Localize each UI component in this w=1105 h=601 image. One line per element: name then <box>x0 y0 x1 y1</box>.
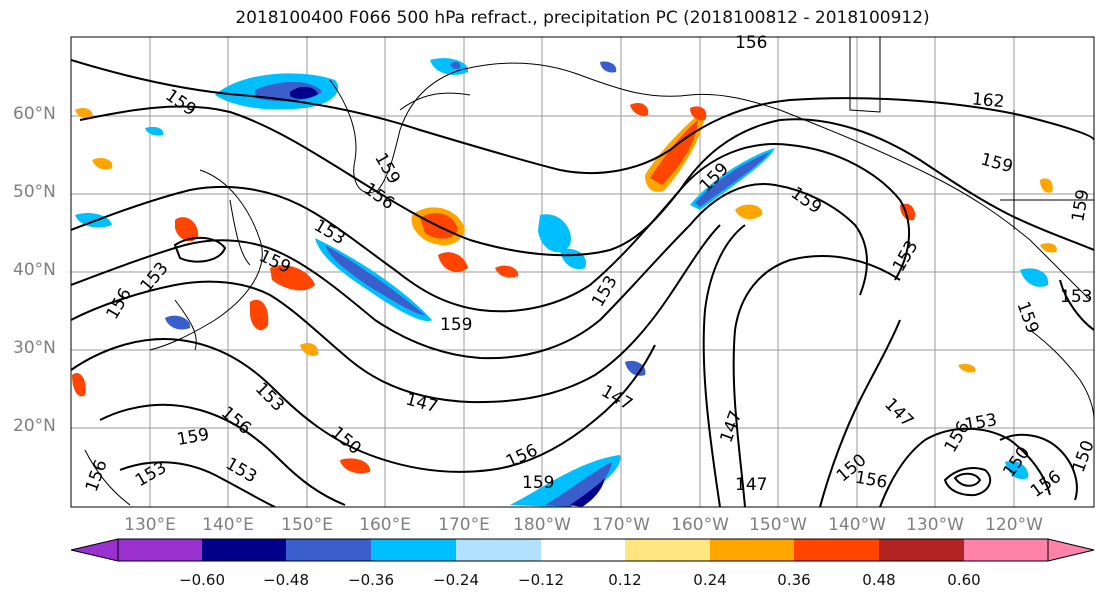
colorbar-tick-label: −0.24 <box>433 571 479 589</box>
contour-label: 159 <box>522 473 554 493</box>
colorbar-swatch <box>286 539 371 561</box>
colorbar-swatch <box>794 539 879 561</box>
colorbar-tick-label: −0.60 <box>179 571 225 589</box>
lon-label: 160°W <box>671 515 729 535</box>
colorbar-swatch <box>456 539 541 561</box>
colorbar-extend-high <box>1047 538 1095 562</box>
lon-label: 180°W <box>513 515 571 535</box>
lon-label: 130°E <box>124 515 176 535</box>
colorbar-swatch <box>879 539 964 561</box>
lon-label: 130°W <box>906 515 964 535</box>
colorbar-swatch <box>202 539 286 561</box>
lon-label: 140°E <box>202 515 254 535</box>
colorbar-tick-label: 0.24 <box>693 571 727 589</box>
colorbar-tick-label: −0.48 <box>263 571 309 589</box>
colorbar-tick-label: 0.36 <box>777 571 811 589</box>
colorbar-tick-label: −0.12 <box>518 571 564 589</box>
lon-label: 170°E <box>438 515 490 535</box>
colorbar-swatch <box>118 539 202 561</box>
contour-label: 147 <box>735 475 767 495</box>
lon-label: 150°W <box>749 515 807 535</box>
colorbar-swatch <box>625 539 710 561</box>
geopotential-contours <box>71 59 1094 507</box>
colorbar-swatch <box>964 539 1048 561</box>
contour-label: 159 <box>440 315 472 335</box>
colorbar-tick-label: 0.12 <box>608 571 642 589</box>
lat-label: 30°N <box>13 338 56 358</box>
lat-label: 40°N <box>13 260 56 280</box>
contour-label: 162 <box>971 89 1005 112</box>
lon-label: 160°E <box>359 515 411 535</box>
graticule <box>71 37 1094 507</box>
lat-label: 20°N <box>13 416 56 436</box>
lon-label: 120°W <box>985 515 1043 535</box>
contour-label: 153 <box>1060 287 1092 307</box>
map-title: 2018100400 F066 500 hPa refract., precip… <box>235 8 930 28</box>
contour-label: 156 <box>735 33 767 53</box>
lat-label: 50°N <box>13 182 56 202</box>
colorbar-swatch <box>371 539 456 561</box>
lon-label: 170°W <box>592 515 650 535</box>
lat-label: 60°N <box>13 104 56 124</box>
colorbar-swatch <box>710 539 794 561</box>
precip-anomaly-shading <box>72 58 1057 507</box>
colorbar <box>70 538 1095 562</box>
colorbar-swatch <box>541 539 625 561</box>
colorbar-tick-label: 0.48 <box>862 571 896 589</box>
colorbar-extend-low <box>70 538 119 562</box>
colorbar-tick-label: −0.36 <box>348 571 394 589</box>
lon-label: 150°E <box>281 515 333 535</box>
colorbar-tick-label: 0.60 <box>947 571 981 589</box>
lon-label: 140°W <box>828 515 886 535</box>
